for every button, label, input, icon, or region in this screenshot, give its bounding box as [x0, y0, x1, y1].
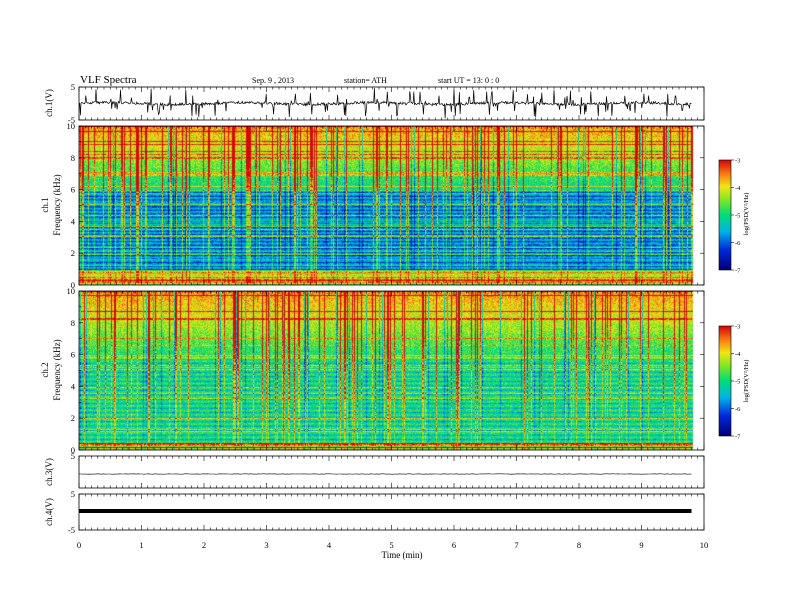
tick-marks	[78, 86, 705, 531]
time-tick-label: 9	[639, 540, 643, 550]
y-tick-label: 2	[71, 248, 75, 258]
start-time-label: start UT = 13: 0 : 0	[438, 76, 499, 85]
ch2-spectrogram-channel-label: ch.2	[40, 362, 50, 377]
colorbar-tick-label: -6	[735, 406, 741, 413]
colorbar-tick-label: -6	[735, 240, 741, 247]
y-tick-label: 8	[71, 153, 75, 163]
colorbar-tick-label: -3	[735, 158, 740, 165]
y-tick-label: 10	[67, 121, 76, 131]
date-label: Sep. 9 , 2013	[252, 76, 294, 85]
time-tick-label: 4	[327, 540, 332, 550]
time-tick-label: 2	[202, 540, 206, 550]
y-tick-label: 5	[71, 489, 75, 499]
colorbar-2	[719, 326, 731, 436]
colorbar-tick-label: -7	[735, 268, 741, 275]
colorbar-tick-label: -4	[735, 185, 741, 192]
ch1-waveform-line	[78, 88, 692, 119]
ch1-voltage-label: ch.1(V)	[44, 89, 54, 117]
colorbar-1	[719, 160, 731, 270]
y-tick-label: 0	[71, 445, 75, 455]
time-tick-label: 6	[452, 540, 456, 550]
y-tick-label: 6	[71, 185, 75, 195]
y-tick-label: 2	[71, 413, 75, 423]
colorbar1-label: log(PSD(V²/Hz)	[743, 193, 750, 236]
waveform-traces	[78, 88, 692, 513]
y-tick-label: 4	[71, 216, 76, 226]
time-tick-label: 10	[700, 540, 709, 550]
y-tick-label: 6	[71, 350, 75, 360]
colorbar2-label: log(PSD(V²/Hz)	[743, 360, 750, 403]
y-tick-label: 5	[71, 451, 75, 461]
time-axis-label: Time (min)	[382, 550, 423, 560]
ch1-frequency-label: Frequency (kHz)	[52, 174, 62, 235]
colorbars: -3 -4 -5 -6 -7 -3 -4 -5 -6 -7	[718, 158, 741, 441]
spectrogram-ch1	[79, 126, 704, 285]
spectrogram-images	[79, 126, 704, 450]
y-tick-label: -5	[68, 115, 75, 125]
y-tick-label: 5	[71, 82, 75, 92]
time-tick-label: 5	[389, 540, 393, 550]
y-tick-label: 4	[71, 381, 76, 391]
ch2-frequency-label: Frequency (kHz)	[52, 339, 62, 400]
y-tick-label: 0	[71, 280, 75, 290]
time-tick-label: 3	[264, 540, 268, 550]
y-tick-label: -5	[68, 525, 75, 535]
ch4-voltage-label: ch.4(V)	[44, 498, 54, 526]
y-tick-label: 10	[67, 286, 76, 296]
spectrogram-ch2	[79, 291, 704, 450]
time-tick-label: 8	[577, 540, 581, 550]
time-tick-label: 0	[77, 540, 81, 550]
colorbar-tick-label: -5	[735, 379, 740, 386]
ch1-spectrogram-channel-label: ch.1	[40, 197, 50, 212]
colorbar-tick-label: -4	[735, 351, 741, 358]
colorbar-tick-label: -3	[735, 324, 740, 331]
figure-title: VLF Spectra	[80, 74, 137, 86]
station-label: station= ATH	[344, 76, 387, 85]
ch3-voltage-label: ch.3(V)	[44, 458, 54, 486]
colorbar-tick-label: -5	[735, 213, 740, 220]
time-tick-label: 1	[139, 540, 143, 550]
colorbar-tick-label: -7	[735, 434, 741, 441]
time-tick-label: 7	[514, 540, 518, 550]
y-tick-label: 8	[71, 318, 75, 328]
